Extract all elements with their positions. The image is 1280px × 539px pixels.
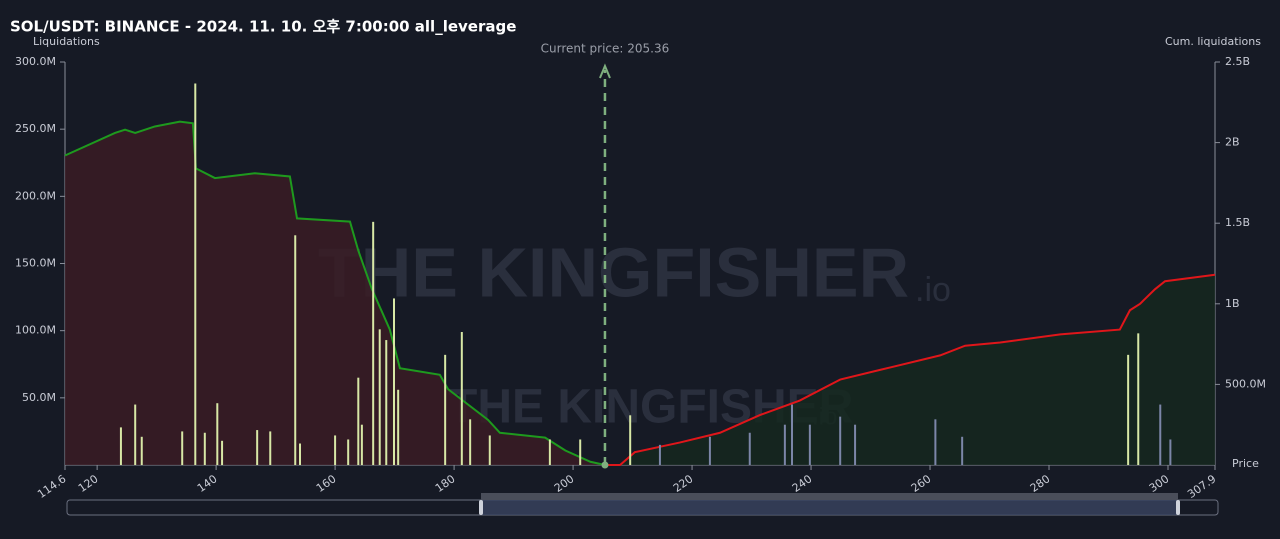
current-price-label: Current price: 205.36 xyxy=(541,42,670,56)
liquidation-bar xyxy=(357,377,360,465)
liquidation-bar xyxy=(783,424,786,465)
liquidation-bar xyxy=(221,440,224,465)
liquidation-bar xyxy=(444,354,447,465)
y-tick-label: 250.0M xyxy=(15,122,56,135)
y-axis-title: Liquidations xyxy=(33,35,100,48)
liquidation-bar xyxy=(385,340,388,465)
watermark: THE KINGFISHER xyxy=(318,233,909,311)
y-tick-label: 100.0M xyxy=(15,324,56,337)
liquidation-bar xyxy=(748,432,751,465)
liquidation-bar xyxy=(256,430,259,465)
liquidation-bar xyxy=(294,235,297,465)
liquidation-bar xyxy=(298,443,301,465)
liquidation-bar xyxy=(839,416,842,465)
liquidation-bar xyxy=(269,431,272,465)
liquidation-bar xyxy=(548,439,551,465)
liquidation-bar xyxy=(203,432,206,465)
y2-axis-title: Cum. liquidations xyxy=(1165,35,1261,48)
y2-tick-label: 1B xyxy=(1225,297,1240,310)
slider-window[interactable] xyxy=(481,500,1178,515)
liquidation-bar xyxy=(488,435,491,465)
liquidation-bar xyxy=(334,435,337,465)
liquidation-bar xyxy=(181,431,184,465)
liquidation-bar xyxy=(347,439,350,465)
chart-title: SOL/USDT: BINANCE - 2024. 11. 10. 오후 7:0… xyxy=(10,18,516,36)
liquidation-bar xyxy=(216,403,219,465)
cumulative-area xyxy=(65,121,605,466)
liquidation-bar xyxy=(854,424,857,465)
plot xyxy=(60,61,1220,470)
liquidation-bar xyxy=(1169,439,1172,465)
y2-tick-label: 2.5B xyxy=(1225,55,1250,68)
y2-tick-label: 500.0M xyxy=(1225,377,1266,390)
y2-tick-label: 2B xyxy=(1225,136,1240,149)
cumulative-line xyxy=(604,273,1216,466)
cumulative-area xyxy=(604,274,1215,465)
liquidation-bar xyxy=(392,298,395,465)
slider-handle[interactable] xyxy=(479,500,483,515)
liquidation-bar xyxy=(397,389,400,465)
liquidation-bar xyxy=(791,404,794,465)
liquidation-bar xyxy=(629,415,632,465)
liquidation-bar xyxy=(961,436,964,465)
y-tick-label: 300.0M xyxy=(15,55,56,68)
zoom-slider[interactable] xyxy=(66,493,1219,516)
liquidation-bar xyxy=(119,427,122,465)
liquidation-bar xyxy=(194,83,197,465)
x-axis-title: Price xyxy=(1232,457,1259,470)
liquidation-bar xyxy=(140,436,143,465)
liquidation-bar xyxy=(378,329,381,465)
y-tick-label: 150.0M xyxy=(15,257,56,270)
liquidation-bar xyxy=(469,419,472,465)
cumulative-line xyxy=(64,120,606,466)
liquidation-bar xyxy=(658,444,661,465)
y-tick-label: 50.0M xyxy=(22,391,56,404)
liquidation-bar xyxy=(579,439,582,465)
current-price-dot xyxy=(601,461,609,469)
liquidation-bar xyxy=(708,436,711,465)
liquidation-bar xyxy=(1159,404,1162,465)
watermark-suffix: .io xyxy=(915,271,951,309)
liquidation-bar xyxy=(372,221,375,465)
liquidation-bar xyxy=(460,332,463,465)
current-price-arrow xyxy=(599,63,611,79)
slider-bar[interactable] xyxy=(481,493,1178,500)
y-tick-label: 200.0M xyxy=(15,189,56,202)
liquidation-bar xyxy=(360,424,363,465)
liquidation-bar xyxy=(1137,333,1140,465)
y2-tick-label: 1.5B xyxy=(1225,216,1250,229)
slider-handle[interactable] xyxy=(1176,500,1180,515)
liquidation-bar xyxy=(934,419,937,465)
liquidation-bar xyxy=(1127,354,1130,465)
liquidation-bar xyxy=(134,404,137,465)
liquidation-bar xyxy=(808,424,811,465)
